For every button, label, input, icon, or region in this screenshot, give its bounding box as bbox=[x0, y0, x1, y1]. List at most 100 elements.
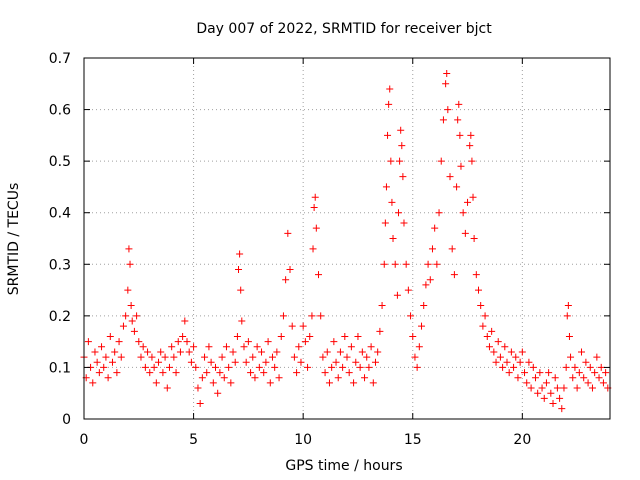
data-point bbox=[187, 358, 195, 366]
data-point bbox=[597, 363, 605, 371]
data-point bbox=[95, 369, 103, 377]
data-point bbox=[499, 363, 507, 371]
data-point bbox=[161, 353, 169, 361]
data-point bbox=[163, 384, 171, 392]
data-point bbox=[304, 363, 312, 371]
data-point bbox=[381, 219, 389, 227]
data-point bbox=[565, 332, 573, 340]
data-point bbox=[389, 235, 397, 242]
data-point bbox=[231, 358, 239, 366]
data-point bbox=[332, 358, 340, 366]
data-point bbox=[510, 363, 518, 371]
data-point bbox=[295, 343, 303, 351]
data-point bbox=[308, 312, 316, 320]
data-point bbox=[399, 173, 407, 181]
data-point bbox=[396, 157, 404, 165]
grid bbox=[84, 58, 610, 419]
data-point bbox=[492, 358, 500, 366]
data-point bbox=[387, 157, 395, 165]
data-point bbox=[165, 363, 173, 371]
data-point bbox=[237, 286, 245, 294]
data-point bbox=[133, 312, 141, 320]
data-point bbox=[117, 353, 125, 361]
data-points bbox=[80, 69, 612, 413]
data-point bbox=[468, 157, 476, 165]
data-point bbox=[472, 271, 480, 279]
data-point bbox=[159, 369, 167, 377]
data-point bbox=[428, 245, 436, 253]
data-point bbox=[523, 379, 531, 387]
data-point bbox=[181, 317, 189, 325]
data-point bbox=[127, 302, 135, 310]
data-point bbox=[343, 353, 351, 361]
data-point bbox=[455, 100, 463, 108]
data-point bbox=[514, 374, 522, 382]
data-point bbox=[247, 369, 255, 377]
data-point bbox=[100, 363, 108, 371]
data-point bbox=[203, 369, 211, 377]
data-point bbox=[190, 343, 198, 351]
data-point bbox=[108, 358, 116, 366]
data-point bbox=[139, 343, 147, 351]
data-point bbox=[374, 348, 382, 356]
data-point bbox=[212, 363, 219, 371]
data-point bbox=[378, 302, 386, 310]
data-point bbox=[168, 343, 176, 351]
data-point bbox=[479, 322, 487, 330]
data-point bbox=[494, 338, 502, 346]
data-point bbox=[238, 317, 246, 325]
data-point bbox=[580, 374, 588, 382]
data-point bbox=[503, 358, 511, 366]
data-point bbox=[354, 332, 362, 340]
data-point bbox=[141, 363, 149, 371]
data-point bbox=[284, 229, 292, 237]
data-point bbox=[507, 348, 515, 356]
y-axis-label: SRMTID / TECUs bbox=[6, 183, 22, 296]
data-point bbox=[106, 332, 114, 340]
y-tick-label: 0.1 bbox=[49, 360, 71, 376]
y-tick-label: 0.2 bbox=[49, 309, 71, 325]
data-point bbox=[586, 363, 594, 371]
data-point bbox=[402, 260, 410, 268]
data-point bbox=[196, 400, 204, 408]
data-point bbox=[288, 322, 296, 330]
data-point bbox=[571, 363, 579, 371]
data-point bbox=[150, 363, 158, 371]
data-point bbox=[98, 343, 106, 351]
data-point bbox=[328, 363, 336, 371]
data-point bbox=[352, 358, 360, 366]
data-point bbox=[367, 343, 375, 351]
data-point bbox=[126, 260, 134, 268]
data-point bbox=[529, 363, 537, 371]
data-point bbox=[415, 343, 423, 351]
data-point bbox=[262, 358, 270, 366]
data-point bbox=[174, 338, 182, 346]
data-point bbox=[453, 183, 461, 191]
data-point bbox=[89, 379, 97, 387]
data-point bbox=[277, 332, 285, 340]
data-point bbox=[242, 358, 250, 366]
data-point bbox=[183, 338, 191, 346]
data-point bbox=[115, 338, 123, 346]
data-point bbox=[249, 353, 257, 361]
data-point bbox=[315, 271, 323, 279]
data-point bbox=[172, 369, 180, 377]
data-point bbox=[264, 338, 272, 346]
data-point bbox=[144, 348, 152, 356]
data-point bbox=[135, 338, 143, 346]
data-point bbox=[323, 348, 331, 356]
data-point bbox=[442, 80, 450, 88]
data-point bbox=[424, 260, 432, 268]
data-point bbox=[361, 374, 369, 382]
data-point bbox=[382, 183, 390, 191]
data-point bbox=[563, 312, 571, 320]
data-point bbox=[122, 312, 130, 320]
data-point bbox=[321, 369, 329, 377]
data-point bbox=[553, 384, 561, 392]
data-point bbox=[185, 348, 193, 356]
data-point bbox=[225, 363, 233, 371]
data-point bbox=[560, 384, 568, 392]
data-point bbox=[341, 332, 349, 340]
data-point bbox=[111, 348, 119, 356]
data-point bbox=[124, 286, 132, 294]
